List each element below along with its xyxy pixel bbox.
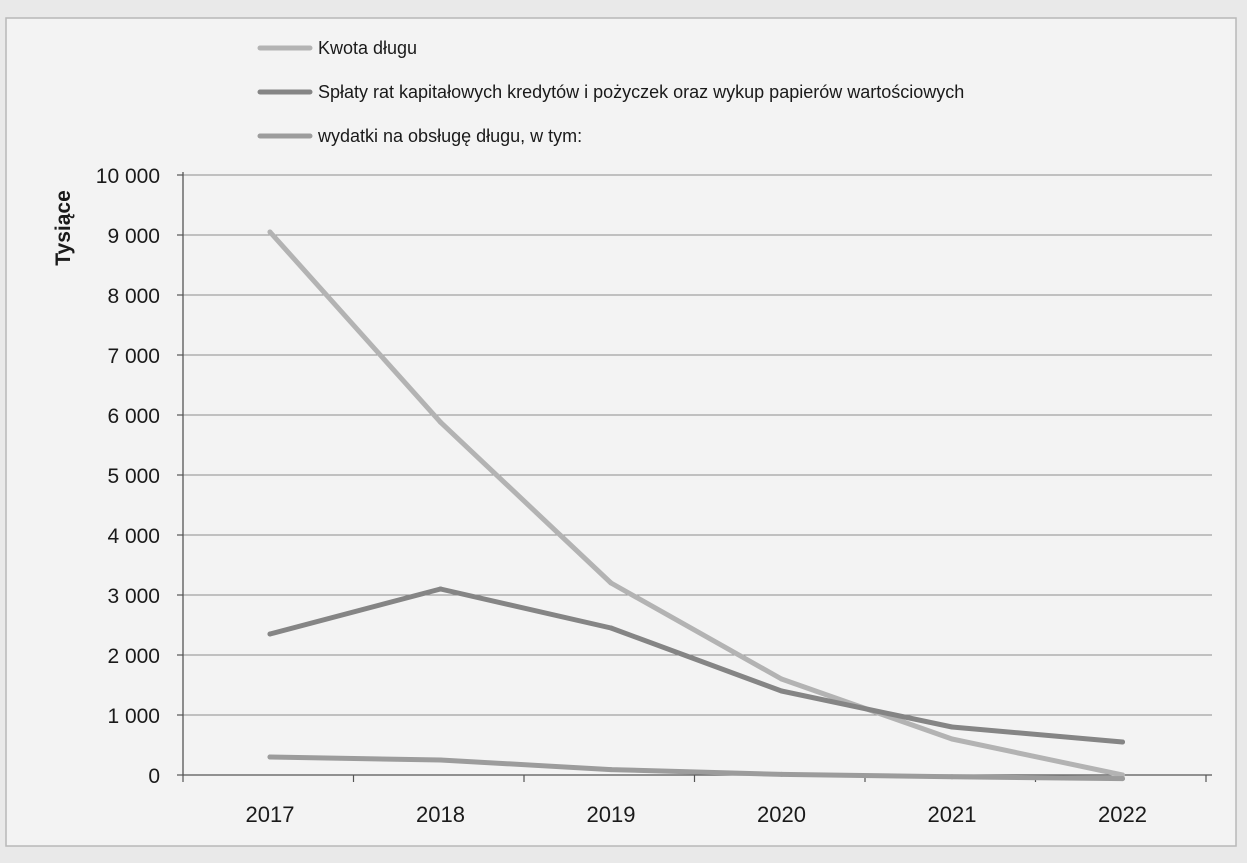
data-point — [779, 676, 784, 682]
y-tick-labels: 0 1 000 2 000 3 000 4 000 5 000 6 000 7 000 8 00… — [96, 165, 160, 788]
data-point — [608, 767, 614, 773]
x-tick-label: 2021 — [928, 802, 977, 827]
data-point — [267, 631, 273, 637]
y-tick-label: 7 000 — [107, 345, 160, 368]
data-point — [438, 419, 443, 425]
x-tick-labels: 2017 2018 2019 2020 2021 2022 — [246, 802, 1147, 827]
data-point — [438, 757, 443, 763]
data-point — [608, 625, 614, 631]
data-point — [949, 724, 955, 730]
data-point — [779, 771, 784, 777]
data-point — [949, 736, 955, 742]
data-point — [267, 754, 273, 760]
legend-label: Kwota długu — [318, 38, 417, 58]
x-tick-label: 2022 — [1098, 802, 1147, 827]
y-tick-label: 8 000 — [107, 285, 160, 308]
legend: Kwota długu Spłaty rat kapitałowych kredy… — [257, 38, 964, 146]
y-tick-label: 5 000 — [107, 465, 160, 488]
data-point — [1120, 776, 1125, 782]
data-point — [1120, 739, 1125, 745]
chart-frame — [5, 17, 1237, 847]
series-line-3 — [267, 754, 1125, 782]
data-point — [608, 580, 614, 586]
data-point — [779, 688, 784, 694]
y-tick-label: 4 000 — [107, 525, 160, 548]
y-tick-label: 3 000 — [107, 585, 160, 608]
legend-label: wydatki na obsługę długu, w tym: — [317, 126, 582, 146]
series-lines — [267, 229, 1125, 782]
y-tick-label: 6 000 — [107, 405, 160, 428]
axes — [177, 172, 1212, 782]
legend-label: Spłaty rat kapitałowych kredytów i pożyc… — [318, 82, 964, 102]
data-point — [267, 229, 273, 235]
x-tick-label: 2017 — [246, 802, 295, 827]
y-tick-label: 1 000 — [107, 705, 160, 728]
data-point — [949, 774, 955, 780]
y-tick-label: 10 000 — [96, 165, 160, 188]
series-line-2 — [267, 586, 1125, 745]
x-tick-label: 2019 — [587, 802, 636, 827]
y-tick-label: 2 000 — [107, 645, 160, 668]
data-point — [438, 586, 443, 592]
gridlines — [183, 174, 1212, 776]
y-axis-title: Tysiące — [52, 190, 75, 266]
series-line-1 — [267, 229, 1125, 778]
y-tick-label: 0 — [148, 765, 160, 788]
y-tick-label: 9 000 — [107, 225, 160, 248]
x-tick-label: 2020 — [757, 802, 806, 827]
x-tick-label: 2018 — [416, 802, 465, 827]
